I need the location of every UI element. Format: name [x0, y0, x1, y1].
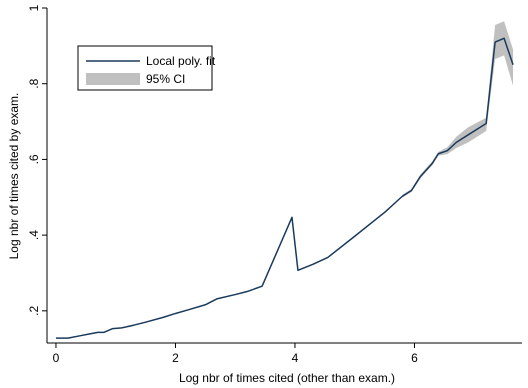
x-tick-label: 6: [411, 351, 418, 365]
x-tick-label: 4: [292, 351, 299, 365]
legend-label-ci: 95% CI: [146, 72, 185, 86]
legend-label-fit: Local poly. fit: [146, 54, 216, 68]
y-axis-title: Log nbr of times cited by exam.: [7, 93, 21, 260]
fit-line: [55, 37, 514, 339]
x-tick-label: 2: [172, 351, 179, 365]
y-tick-label: .4: [27, 230, 41, 240]
x-axis-ticks: 0 2 4 6: [53, 343, 418, 365]
y-tick-label: .8: [27, 78, 41, 88]
legend: Local poly. fit 95% CI: [77, 45, 216, 91]
x-tick-label: 0: [53, 351, 60, 365]
legend-band-swatch: [86, 73, 140, 85]
y-axis-ticks: .2 .4 .6 .8 1: [27, 4, 47, 316]
y-tick-label: 1: [27, 4, 41, 11]
y-tick-label: .2: [27, 305, 41, 315]
x-axis-title: Log nbr of times cited (other than exam.…: [179, 371, 395, 385]
fit-line-layer: [55, 37, 514, 339]
y-tick-label: .6: [27, 154, 41, 164]
